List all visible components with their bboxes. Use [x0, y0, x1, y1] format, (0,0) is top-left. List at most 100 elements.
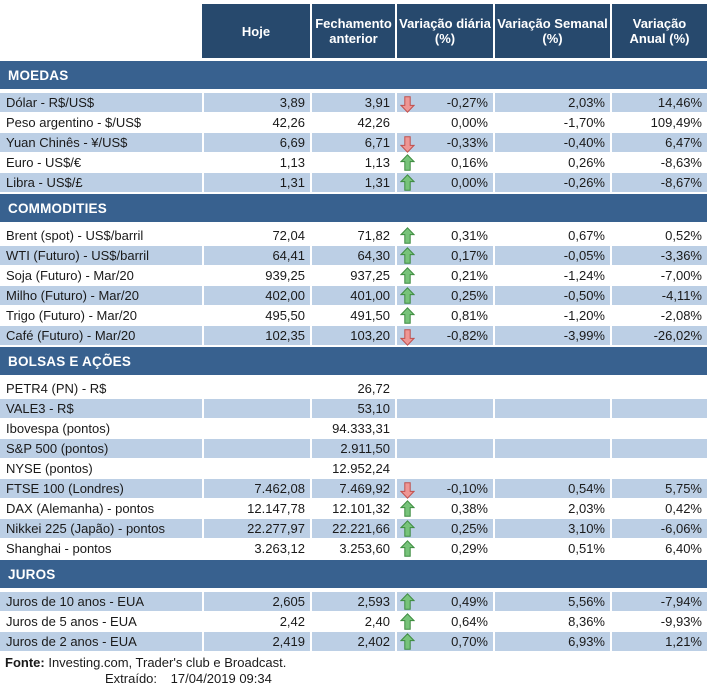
cell-variacao-semanal: -1,70%: [563, 115, 605, 130]
header-spacer: [0, 4, 202, 58]
section-title: BOLSAS E AÇÕES: [8, 353, 132, 369]
table-row: PETR4 (PN) - R$ 26,72: [0, 379, 707, 399]
row-label: Café (Futuro) - Mar/20: [0, 326, 202, 346]
cell-hoje: 64,41: [272, 248, 305, 263]
row-label: WTI (Futuro) - US$/barril: [0, 246, 202, 266]
cell-variacao-diaria: -0,33%: [395, 133, 493, 153]
section-band: COMMODITIES: [0, 194, 707, 222]
cell-fechamento-anterior: 6,71: [364, 135, 390, 150]
cell-variacao-semanal: -1,24%: [563, 268, 605, 283]
table-row: WTI (Futuro) - US$/barril 64,41 64,30 0,…: [0, 246, 707, 266]
cell-variacao-diaria: 0,70%: [395, 632, 493, 652]
cell-variacao-diaria: 0,25%: [395, 286, 493, 306]
table-section: BOLSAS E AÇÕES PETR4 (PN) - R$ 26,72 VAL…: [0, 347, 707, 559]
cell-variacao-anual: -4,11%: [661, 288, 702, 303]
cell-variacao-diaria-value: -0,82%: [446, 328, 488, 343]
row-label: Trigo (Futuro) - Mar/20: [0, 306, 202, 326]
cell-variacao-semanal: 2,03%: [568, 95, 605, 110]
arrow-up-icon: [400, 500, 415, 517]
table-row: Peso argentino - $/US$ 42,26 42,26 0,00%…: [0, 113, 707, 133]
cell-variacao-anual: 1,21%: [665, 634, 702, 649]
row-label: Juros de 2 anos - EUA: [0, 632, 202, 652]
cell-fechamento-anterior: 64,30: [357, 248, 390, 263]
arrow-up-icon: [400, 540, 415, 557]
row-label: Euro - US$/€: [0, 153, 202, 173]
cell-variacao-diaria: 0,29%: [395, 539, 493, 559]
table-row: Juros de 5 anos - EUA 2,42 2,40 0,64% 8,…: [0, 612, 707, 632]
cell-variacao-anual: 5,75%: [665, 481, 702, 496]
cell-variacao-diaria-value: 0,64%: [451, 614, 488, 629]
row-label: Juros de 10 anos - EUA: [0, 592, 202, 612]
cell-variacao-semanal: 3,10%: [568, 521, 605, 536]
table-section: COMMODITIES Brent (spot) - US$/barril 72…: [0, 194, 707, 346]
cell-variacao-anual: -8,63%: [660, 155, 702, 170]
section-band: BOLSAS E AÇÕES: [0, 347, 707, 375]
table-row: Milho (Futuro) - Mar/20 402,00 401,00 0,…: [0, 286, 707, 306]
table-row: Brent (spot) - US$/barril 72,04 71,82 0,…: [0, 226, 707, 246]
cell-variacao-diaria: [395, 419, 493, 439]
table-row: NYSE (pontos) 12.952,24: [0, 459, 707, 479]
cell-hoje: 12.147,78: [247, 501, 305, 516]
cell-fechamento-anterior: 12.101,32: [332, 501, 390, 516]
column-header-variacao-anual: Variação Anual (%): [610, 4, 707, 58]
table-row: Café (Futuro) - Mar/20 102,35 103,20 -0,…: [0, 326, 707, 346]
table-row: Nikkei 225 (Japão) - pontos 22.277,97 22…: [0, 519, 707, 539]
section-band: JUROS: [0, 560, 707, 588]
table-row: S&P 500 (pontos) 2.911,50: [0, 439, 707, 459]
row-label: Juros de 5 anos - EUA: [0, 612, 202, 632]
cell-fechamento-anterior: 2,593: [357, 594, 390, 609]
cell-variacao-diaria: 0,49%: [395, 592, 493, 612]
table-row: DAX (Alemanha) - pontos 12.147,78 12.101…: [0, 499, 707, 519]
cell-hoje: 1,31: [279, 175, 305, 190]
cell-variacao-semanal: 0,51%: [568, 541, 605, 556]
cell-variacao-diaria: 0,31%: [395, 226, 493, 246]
cell-variacao-semanal: 2,03%: [568, 501, 605, 516]
row-label: FTSE 100 (Londres): [0, 479, 202, 499]
table-row: Libra - US$/£ 1,31 1,31 0,00% -0,26% -8,…: [0, 173, 707, 193]
cell-variacao-diaria: -0,27%: [395, 93, 493, 113]
table-row: Yuan Chinês - ¥/US$ 6,69 6,71 -0,33% -0,…: [0, 133, 707, 153]
arrow-up-icon: [400, 307, 415, 324]
cell-variacao-semanal: 0,26%: [568, 155, 605, 170]
cell-hoje: 1,13: [279, 155, 305, 170]
arrow-down-icon: [400, 327, 415, 346]
cell-variacao-diaria-value: -0,27%: [446, 95, 488, 110]
cell-hoje: 72,04: [272, 228, 305, 243]
cell-fechamento-anterior: 1,13: [364, 155, 390, 170]
cell-variacao-semanal: -0,26%: [563, 175, 605, 190]
section-rows: Dólar - R$/US$ 3,89 3,91 -0,27% 2,03% 14…: [0, 93, 707, 193]
cell-variacao-anual: 109,49%: [650, 115, 702, 130]
cell-variacao-anual: -7,94%: [660, 594, 702, 609]
cell-variacao-diaria-value: 0,70%: [451, 634, 488, 649]
arrow-up-icon: [400, 633, 415, 650]
section-band: MOEDAS: [0, 61, 707, 89]
cell-variacao-diaria: 0,00%: [395, 113, 493, 133]
cell-variacao-diaria: [395, 379, 493, 399]
table-row: FTSE 100 (Londres) 7.462,08 7.469,92 -0,…: [0, 479, 707, 499]
cell-variacao-diaria: 0,81%: [395, 306, 493, 326]
cell-fechamento-anterior: 22.221,66: [332, 521, 390, 536]
cell-variacao-anual: -8,67%: [660, 175, 702, 190]
table-row: Ibovespa (pontos) 94.333,31: [0, 419, 707, 439]
cell-hoje: 495,50: [265, 308, 305, 323]
cell-fechamento-anterior: 3,91: [364, 95, 390, 110]
cell-variacao-anual: -9,93%: [660, 614, 702, 629]
cell-hoje: 102,35: [265, 328, 305, 343]
arrow-up-icon: [400, 154, 415, 171]
row-label: Milho (Futuro) - Mar/20: [0, 286, 202, 306]
cell-variacao-diaria: 0,21%: [395, 266, 493, 286]
table-header: Hoje Fechamento anterior Variação diária…: [0, 4, 707, 58]
footer-extracted-label: Extraído:: [105, 671, 158, 684]
cell-variacao-diaria-value: 0,38%: [451, 501, 488, 516]
arrow-down-icon: [400, 480, 415, 499]
cell-hoje: 402,00: [265, 288, 305, 303]
cell-fechamento-anterior: 94.333,31: [332, 421, 390, 436]
arrow-up-icon: [400, 174, 415, 191]
row-label: S&P 500 (pontos): [0, 439, 202, 459]
cell-fechamento-anterior: 7.469,92: [339, 481, 390, 496]
cell-fechamento-anterior: 53,10: [357, 401, 390, 416]
footer: Fonte: Investing.com, Trader's club e Br…: [0, 655, 707, 684]
cell-fechamento-anterior: 2,402: [357, 634, 390, 649]
cell-variacao-semanal: -0,05%: [563, 248, 605, 263]
